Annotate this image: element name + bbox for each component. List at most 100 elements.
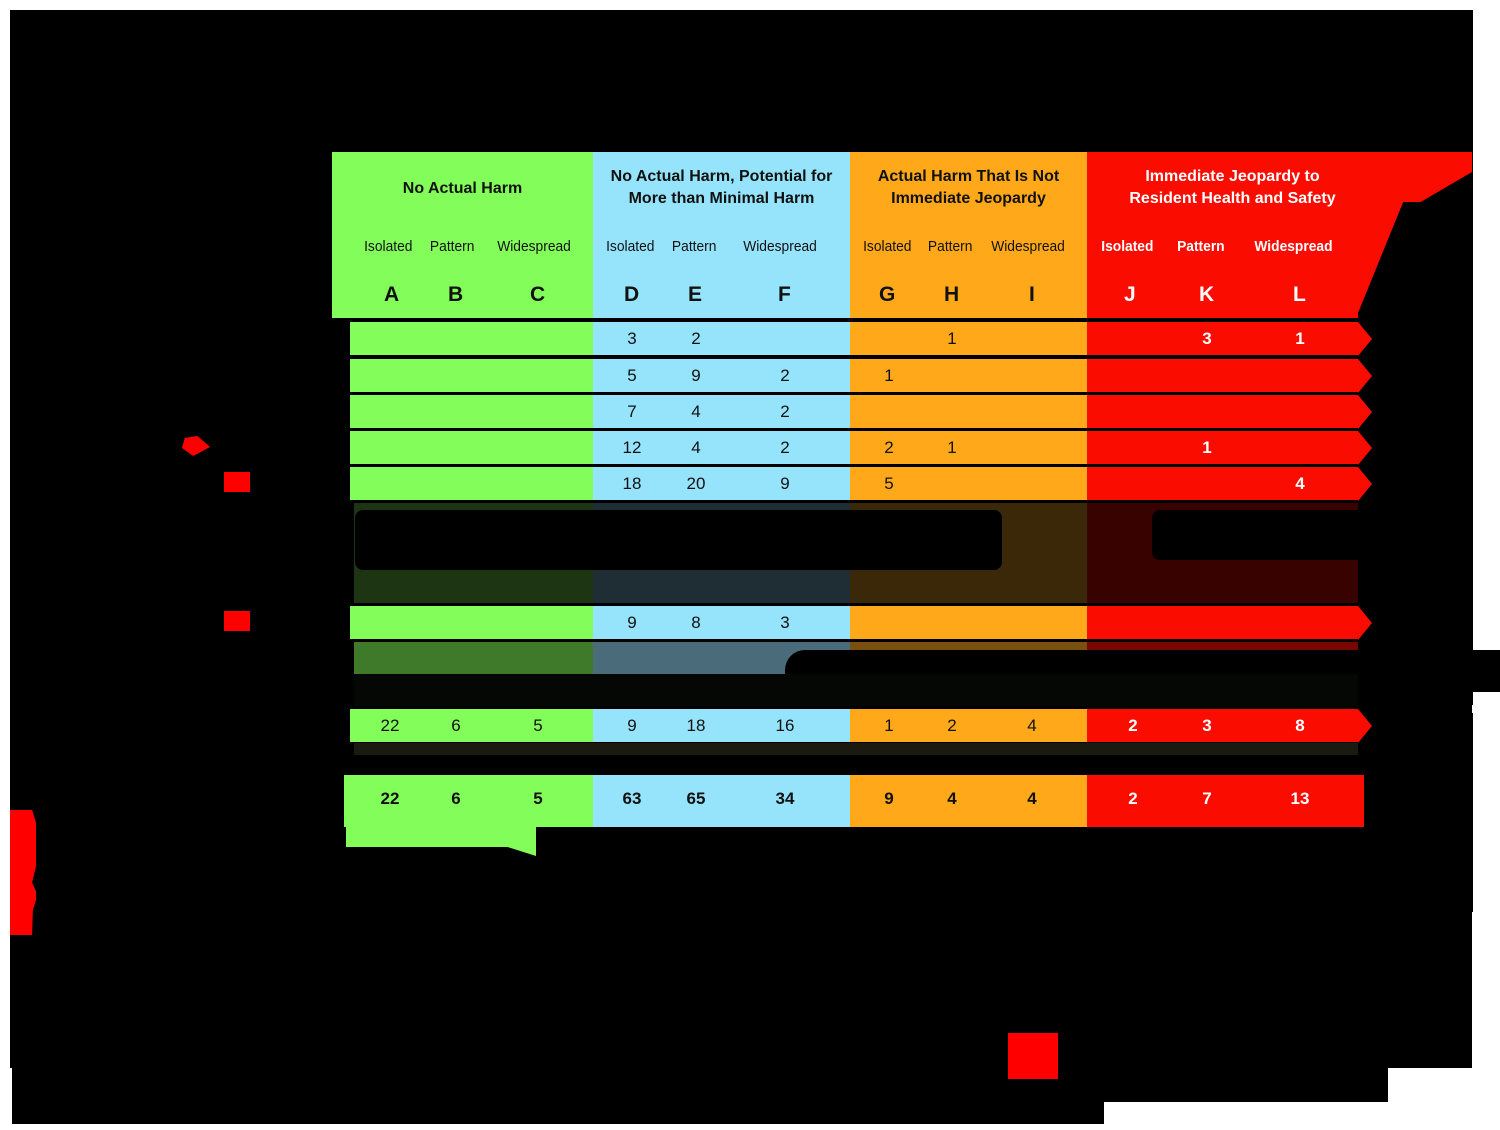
totals-row: 22 6 5 63 65 34 9 4 4 2 7 13: [344, 775, 1364, 827]
column-letter-a: A: [384, 283, 400, 306]
cell-e: 18: [686, 716, 706, 735]
segment-orange: [850, 775, 1087, 827]
scope-pattern: Pattern: [671, 238, 717, 255]
cell-f: 9: [780, 474, 790, 493]
margin: [1472, 705, 1492, 713]
title-line-2: Resident Health and Safety: [1129, 190, 1336, 207]
scope-pattern: Pattern: [927, 238, 973, 255]
total-g: 9: [884, 789, 894, 808]
segment-red: [1087, 431, 1358, 464]
row-divider: [350, 500, 1358, 503]
total-k: 7: [1202, 789, 1212, 808]
cell-d: 7: [627, 402, 637, 421]
scope-widespread: Widespread: [497, 238, 571, 255]
scope-pattern: Pattern: [429, 238, 475, 255]
cell-l: 8: [1295, 716, 1305, 735]
segment-orange: [850, 395, 1087, 428]
cell-k: 3: [1202, 716, 1212, 735]
segment-red: [1087, 467, 1358, 500]
total-i: 4: [1027, 789, 1037, 808]
table-row: 18 20 9 5 4: [350, 467, 1358, 500]
cell-h: 1: [947, 329, 957, 348]
segment-blue: [593, 322, 850, 355]
segment-blue: [593, 395, 850, 428]
scope-widespread: Widespread: [991, 238, 1065, 255]
segment-blue: [593, 709, 850, 742]
segment-orange: [850, 606, 1087, 639]
segment-blue: [593, 775, 850, 827]
cell-g: 1: [884, 366, 894, 385]
total-f: 34: [775, 789, 795, 808]
severity-header-actual-harm: Actual Harm That Is Not Immediate Jeopard…: [850, 152, 1087, 318]
cell-f: 2: [780, 366, 790, 385]
table-row: 9 8 3: [350, 606, 1358, 639]
row-divider: [350, 464, 1358, 467]
row-arrow: [1358, 322, 1372, 356]
column-letter-g: G: [879, 283, 896, 306]
column-letter-l: L: [1293, 283, 1306, 306]
segment-red: [1087, 395, 1358, 428]
segment-red: [1087, 709, 1358, 742]
margin: [1492, 310, 1500, 1130]
cell-d: 9: [627, 613, 637, 632]
segment-green: [344, 775, 593, 827]
segment-blue: [593, 359, 850, 392]
row-arrow: [1358, 709, 1372, 743]
scope-widespread: Widespread: [743, 238, 817, 255]
background-canvas-bottom: [12, 1066, 1104, 1124]
cell-b: 6: [451, 716, 461, 735]
cell-f: 3: [780, 613, 790, 632]
total-h: 4: [947, 789, 957, 808]
scope-isolated: Isolated: [606, 238, 655, 255]
column-letter-i: I: [1029, 283, 1035, 306]
segment-red: [1087, 775, 1364, 827]
segment-green: [350, 431, 593, 464]
segment-blue: [593, 606, 850, 639]
segment-green: [350, 709, 593, 742]
total-a: 22: [380, 789, 400, 808]
cell-e: 9: [691, 366, 701, 385]
row-arrow: [1358, 395, 1372, 429]
cell-e: 4: [691, 438, 701, 457]
cell-k: 1: [1202, 438, 1212, 457]
cell-l: 1: [1295, 329, 1305, 348]
scope-isolated: Isolated: [863, 238, 912, 255]
segment-orange: [850, 431, 1087, 464]
segment-green: [350, 467, 593, 500]
segment-blue: [593, 467, 850, 500]
row-divider: [350, 356, 1358, 359]
title-line-2: Immediate Jeopardy: [891, 190, 1046, 207]
cell-h: 1: [947, 438, 957, 457]
segment-orange: [850, 322, 1087, 355]
column-letter-e: E: [688, 283, 703, 306]
red-marker: [224, 472, 250, 492]
cell-k: 3: [1202, 329, 1212, 348]
total-j: 2: [1128, 789, 1138, 808]
cell-f: 2: [780, 438, 790, 457]
title-line-1: Immediate Jeopardy to: [1145, 168, 1320, 185]
red-side-bar: [10, 810, 36, 935]
cell-e: 8: [691, 613, 701, 632]
row-divider: [350, 392, 1358, 395]
margin: [1480, 0, 1500, 310]
cell-d: 12: [622, 438, 642, 457]
column-letter-j: J: [1124, 283, 1136, 306]
table-row: 5 9 2 1: [350, 359, 1358, 392]
cell-c: 5: [533, 716, 543, 735]
background-canvas-bottom-right: [1104, 1066, 1388, 1102]
table-row: 7 4 2: [350, 395, 1358, 428]
cell-l: 4: [1295, 474, 1305, 493]
severity-header-potential-harm: No Actual Harm, Potential for More than M…: [593, 152, 850, 318]
cell-g: 1: [884, 716, 894, 735]
cell-e: 2: [691, 329, 701, 348]
obscured-callout: [1152, 510, 1358, 560]
cell-h: 2: [947, 716, 957, 735]
column-letter-d: D: [624, 283, 640, 306]
row-arrow: [1358, 606, 1372, 640]
cell-e: 20: [686, 474, 706, 493]
segment-red: [1087, 359, 1358, 392]
cell-j: 2: [1128, 716, 1138, 735]
total-b: 6: [451, 789, 461, 808]
obscured-band: [354, 642, 593, 674]
title-line-2: More than Minimal Harm: [628, 190, 815, 207]
